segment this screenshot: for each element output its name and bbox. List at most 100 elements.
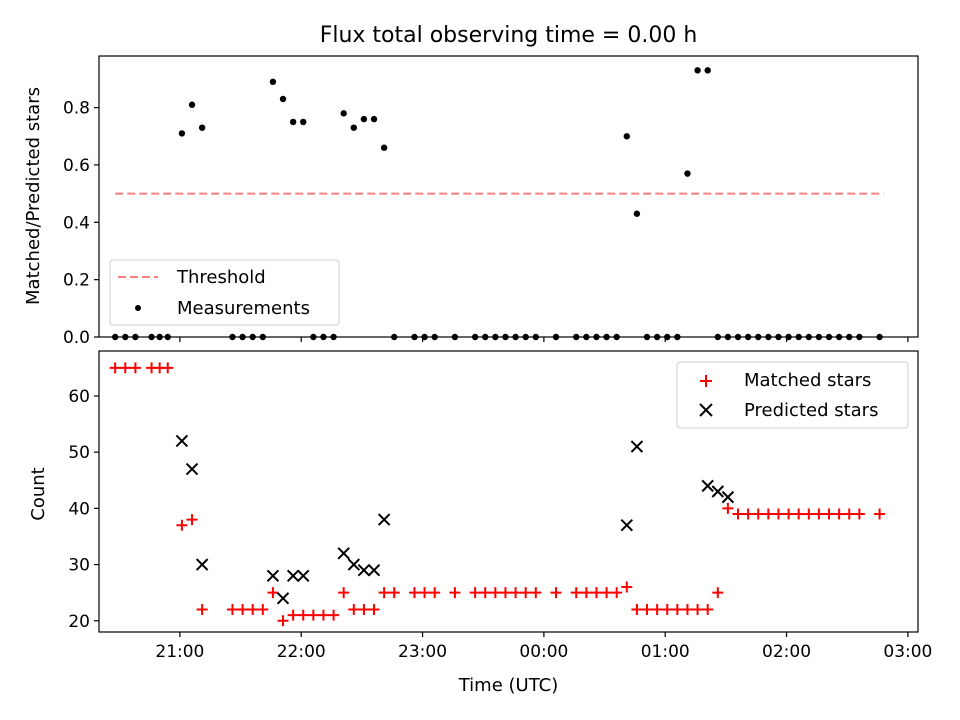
measurement-point bbox=[795, 333, 802, 341]
x-tick-label: 22:00 bbox=[277, 642, 326, 662]
measurement-point bbox=[300, 118, 307, 126]
measurement-point bbox=[178, 130, 186, 137]
predicted-star-marker bbox=[276, 592, 290, 605]
matched-star-marker bbox=[449, 587, 461, 599]
measurement-point bbox=[835, 333, 843, 341]
matched-star-marker bbox=[813, 508, 825, 520]
measurement-point bbox=[805, 333, 812, 341]
matched-star-marker bbox=[348, 604, 360, 616]
matched-star-marker bbox=[550, 587, 562, 599]
bottom-xlabel: Time (UTC) bbox=[458, 675, 559, 696]
measurement-point bbox=[552, 333, 560, 341]
measurement-point bbox=[269, 78, 277, 86]
measurement-point bbox=[320, 333, 327, 341]
legend-box bbox=[676, 361, 909, 429]
matched-star-marker bbox=[338, 587, 350, 599]
matched-star-marker bbox=[510, 587, 522, 599]
matched-star-marker bbox=[196, 604, 208, 616]
matched-star-marker bbox=[762, 508, 774, 520]
legend-matched-label: Matched stars bbox=[744, 370, 871, 391]
predicted-star-marker bbox=[297, 569, 310, 583]
measurement-point bbox=[340, 110, 347, 117]
y-tick-label: 0.6 bbox=[63, 156, 90, 176]
y-tick-label: 0.4 bbox=[63, 213, 90, 233]
y-tick-label: 30 bbox=[68, 556, 90, 576]
matched-star-marker bbox=[129, 362, 141, 374]
top-ylabel: Matched/Predicted stars bbox=[23, 87, 44, 305]
predicted-star-marker bbox=[337, 547, 350, 560]
matched-star-marker bbox=[358, 604, 370, 616]
matched-star-marker bbox=[186, 514, 198, 526]
predicted-star-marker bbox=[195, 558, 209, 571]
measurement-point bbox=[471, 333, 479, 341]
predicted-star-marker bbox=[630, 440, 644, 453]
legend-matched-swatch bbox=[700, 375, 712, 387]
measurement-point bbox=[188, 101, 196, 108]
matched-star-marker bbox=[162, 362, 174, 374]
measurement-point bbox=[593, 333, 600, 341]
matched-star-marker bbox=[823, 508, 835, 520]
matched-star-marker bbox=[378, 587, 390, 599]
measurement-point bbox=[360, 115, 368, 123]
measurement-point bbox=[411, 333, 418, 341]
measurement-point bbox=[684, 170, 691, 177]
measurement-point bbox=[744, 333, 752, 341]
measurement-point bbox=[846, 333, 853, 341]
legend-box bbox=[109, 259, 340, 326]
matched-star-marker bbox=[408, 587, 420, 599]
matched-star-marker bbox=[752, 508, 764, 520]
measurement-point bbox=[734, 333, 742, 341]
measurement-point bbox=[653, 333, 661, 341]
matched-star-marker bbox=[651, 604, 663, 616]
predicted-star-marker bbox=[620, 519, 634, 532]
matched-star-marker bbox=[621, 581, 633, 593]
measurement-point bbox=[674, 333, 681, 341]
measurement-point bbox=[876, 333, 883, 341]
matched-star-marker bbox=[317, 609, 329, 621]
measurement-point bbox=[391, 333, 398, 341]
matched-star-marker bbox=[783, 508, 795, 520]
measurement-point bbox=[775, 333, 782, 341]
y-tick-label: 0.8 bbox=[63, 99, 90, 119]
measurement-point bbox=[279, 95, 287, 103]
measurement-point bbox=[198, 124, 206, 131]
matched-star-marker bbox=[479, 587, 491, 599]
matched-star-marker bbox=[681, 604, 693, 616]
matched-star-marker bbox=[277, 615, 289, 627]
y-tick-label: 40 bbox=[68, 499, 90, 519]
matched-star-marker bbox=[732, 508, 744, 520]
measurement-point bbox=[492, 333, 499, 341]
matched-star-marker bbox=[247, 604, 259, 616]
matched-star-marker bbox=[287, 609, 299, 621]
measurement-point bbox=[755, 333, 762, 341]
measurement-point bbox=[164, 333, 171, 341]
measurement-point bbox=[249, 333, 256, 341]
predicted-star-marker bbox=[367, 563, 381, 577]
measurement-point bbox=[502, 333, 509, 341]
legend-predicted-label: Predicted stars bbox=[744, 400, 878, 421]
measurement-point bbox=[522, 333, 529, 341]
matched-star-marker bbox=[429, 587, 441, 599]
predicted-star-marker bbox=[357, 563, 371, 577]
plot-frame bbox=[98, 350, 919, 633]
matched-star-marker bbox=[772, 508, 784, 520]
predicted-star-marker bbox=[175, 434, 189, 448]
top-legend: Threshold Measurements bbox=[109, 259, 340, 326]
matched-star-marker bbox=[692, 604, 704, 616]
measurement-point bbox=[122, 333, 129, 341]
x-tick-label: 23:00 bbox=[398, 642, 447, 662]
measurement-point bbox=[380, 144, 388, 151]
measurement-point bbox=[623, 133, 630, 140]
measurement-point bbox=[825, 333, 833, 341]
measurement-point bbox=[815, 333, 823, 341]
measurement-point bbox=[704, 67, 711, 74]
y-tick-label: 0.0 bbox=[63, 328, 90, 348]
measurement-point bbox=[330, 333, 337, 341]
measurement-point bbox=[633, 210, 641, 217]
x-tick-label: 02:00 bbox=[762, 642, 811, 662]
legend-measurement-label: Measurements bbox=[177, 298, 310, 319]
predicted-star-marker bbox=[286, 569, 300, 583]
predicted-star-marker bbox=[721, 490, 735, 504]
matched-star-marker bbox=[176, 519, 188, 531]
